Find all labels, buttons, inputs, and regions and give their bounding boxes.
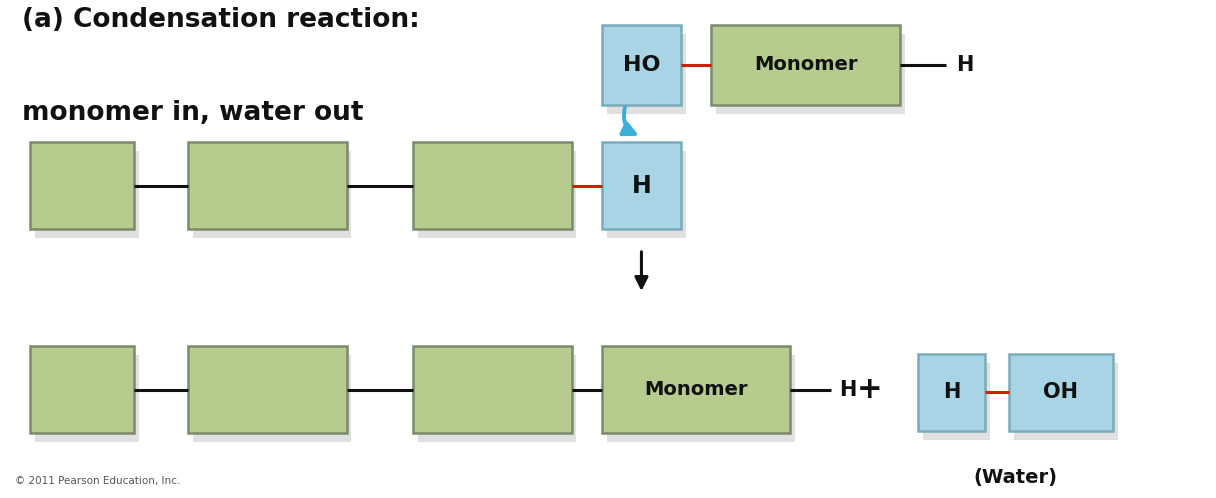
Text: (Water): (Water) <box>973 468 1058 487</box>
Text: H: H <box>839 379 856 400</box>
FancyBboxPatch shape <box>1014 363 1118 440</box>
FancyBboxPatch shape <box>418 151 576 238</box>
FancyBboxPatch shape <box>607 34 686 114</box>
FancyBboxPatch shape <box>35 355 139 442</box>
FancyBboxPatch shape <box>413 346 572 433</box>
FancyBboxPatch shape <box>607 355 795 442</box>
Text: monomer in, water out: monomer in, water out <box>22 100 364 125</box>
FancyBboxPatch shape <box>923 363 990 440</box>
FancyBboxPatch shape <box>413 142 572 229</box>
FancyBboxPatch shape <box>30 142 134 229</box>
FancyBboxPatch shape <box>193 151 351 238</box>
FancyBboxPatch shape <box>602 346 790 433</box>
Text: Monomer: Monomer <box>644 380 748 399</box>
FancyBboxPatch shape <box>188 142 347 229</box>
Text: Monomer: Monomer <box>754 55 857 74</box>
FancyArrowPatch shape <box>621 107 635 134</box>
Text: © 2011 Pearson Education, Inc.: © 2011 Pearson Education, Inc. <box>15 476 180 486</box>
Text: (a) Condensation reaction:: (a) Condensation reaction: <box>22 7 420 33</box>
FancyBboxPatch shape <box>602 25 681 105</box>
FancyBboxPatch shape <box>716 34 905 114</box>
Text: HO: HO <box>623 55 660 75</box>
Text: H: H <box>942 382 961 402</box>
FancyBboxPatch shape <box>711 25 900 105</box>
FancyBboxPatch shape <box>918 354 985 431</box>
Text: +: + <box>856 375 883 404</box>
Text: H: H <box>956 55 973 75</box>
FancyBboxPatch shape <box>418 355 576 442</box>
FancyBboxPatch shape <box>1009 354 1113 431</box>
FancyBboxPatch shape <box>602 142 681 229</box>
Text: H: H <box>631 173 652 198</box>
FancyBboxPatch shape <box>193 355 351 442</box>
FancyBboxPatch shape <box>607 151 686 238</box>
Text: OH: OH <box>1043 382 1079 402</box>
FancyBboxPatch shape <box>30 346 134 433</box>
FancyBboxPatch shape <box>188 346 347 433</box>
FancyBboxPatch shape <box>35 151 139 238</box>
